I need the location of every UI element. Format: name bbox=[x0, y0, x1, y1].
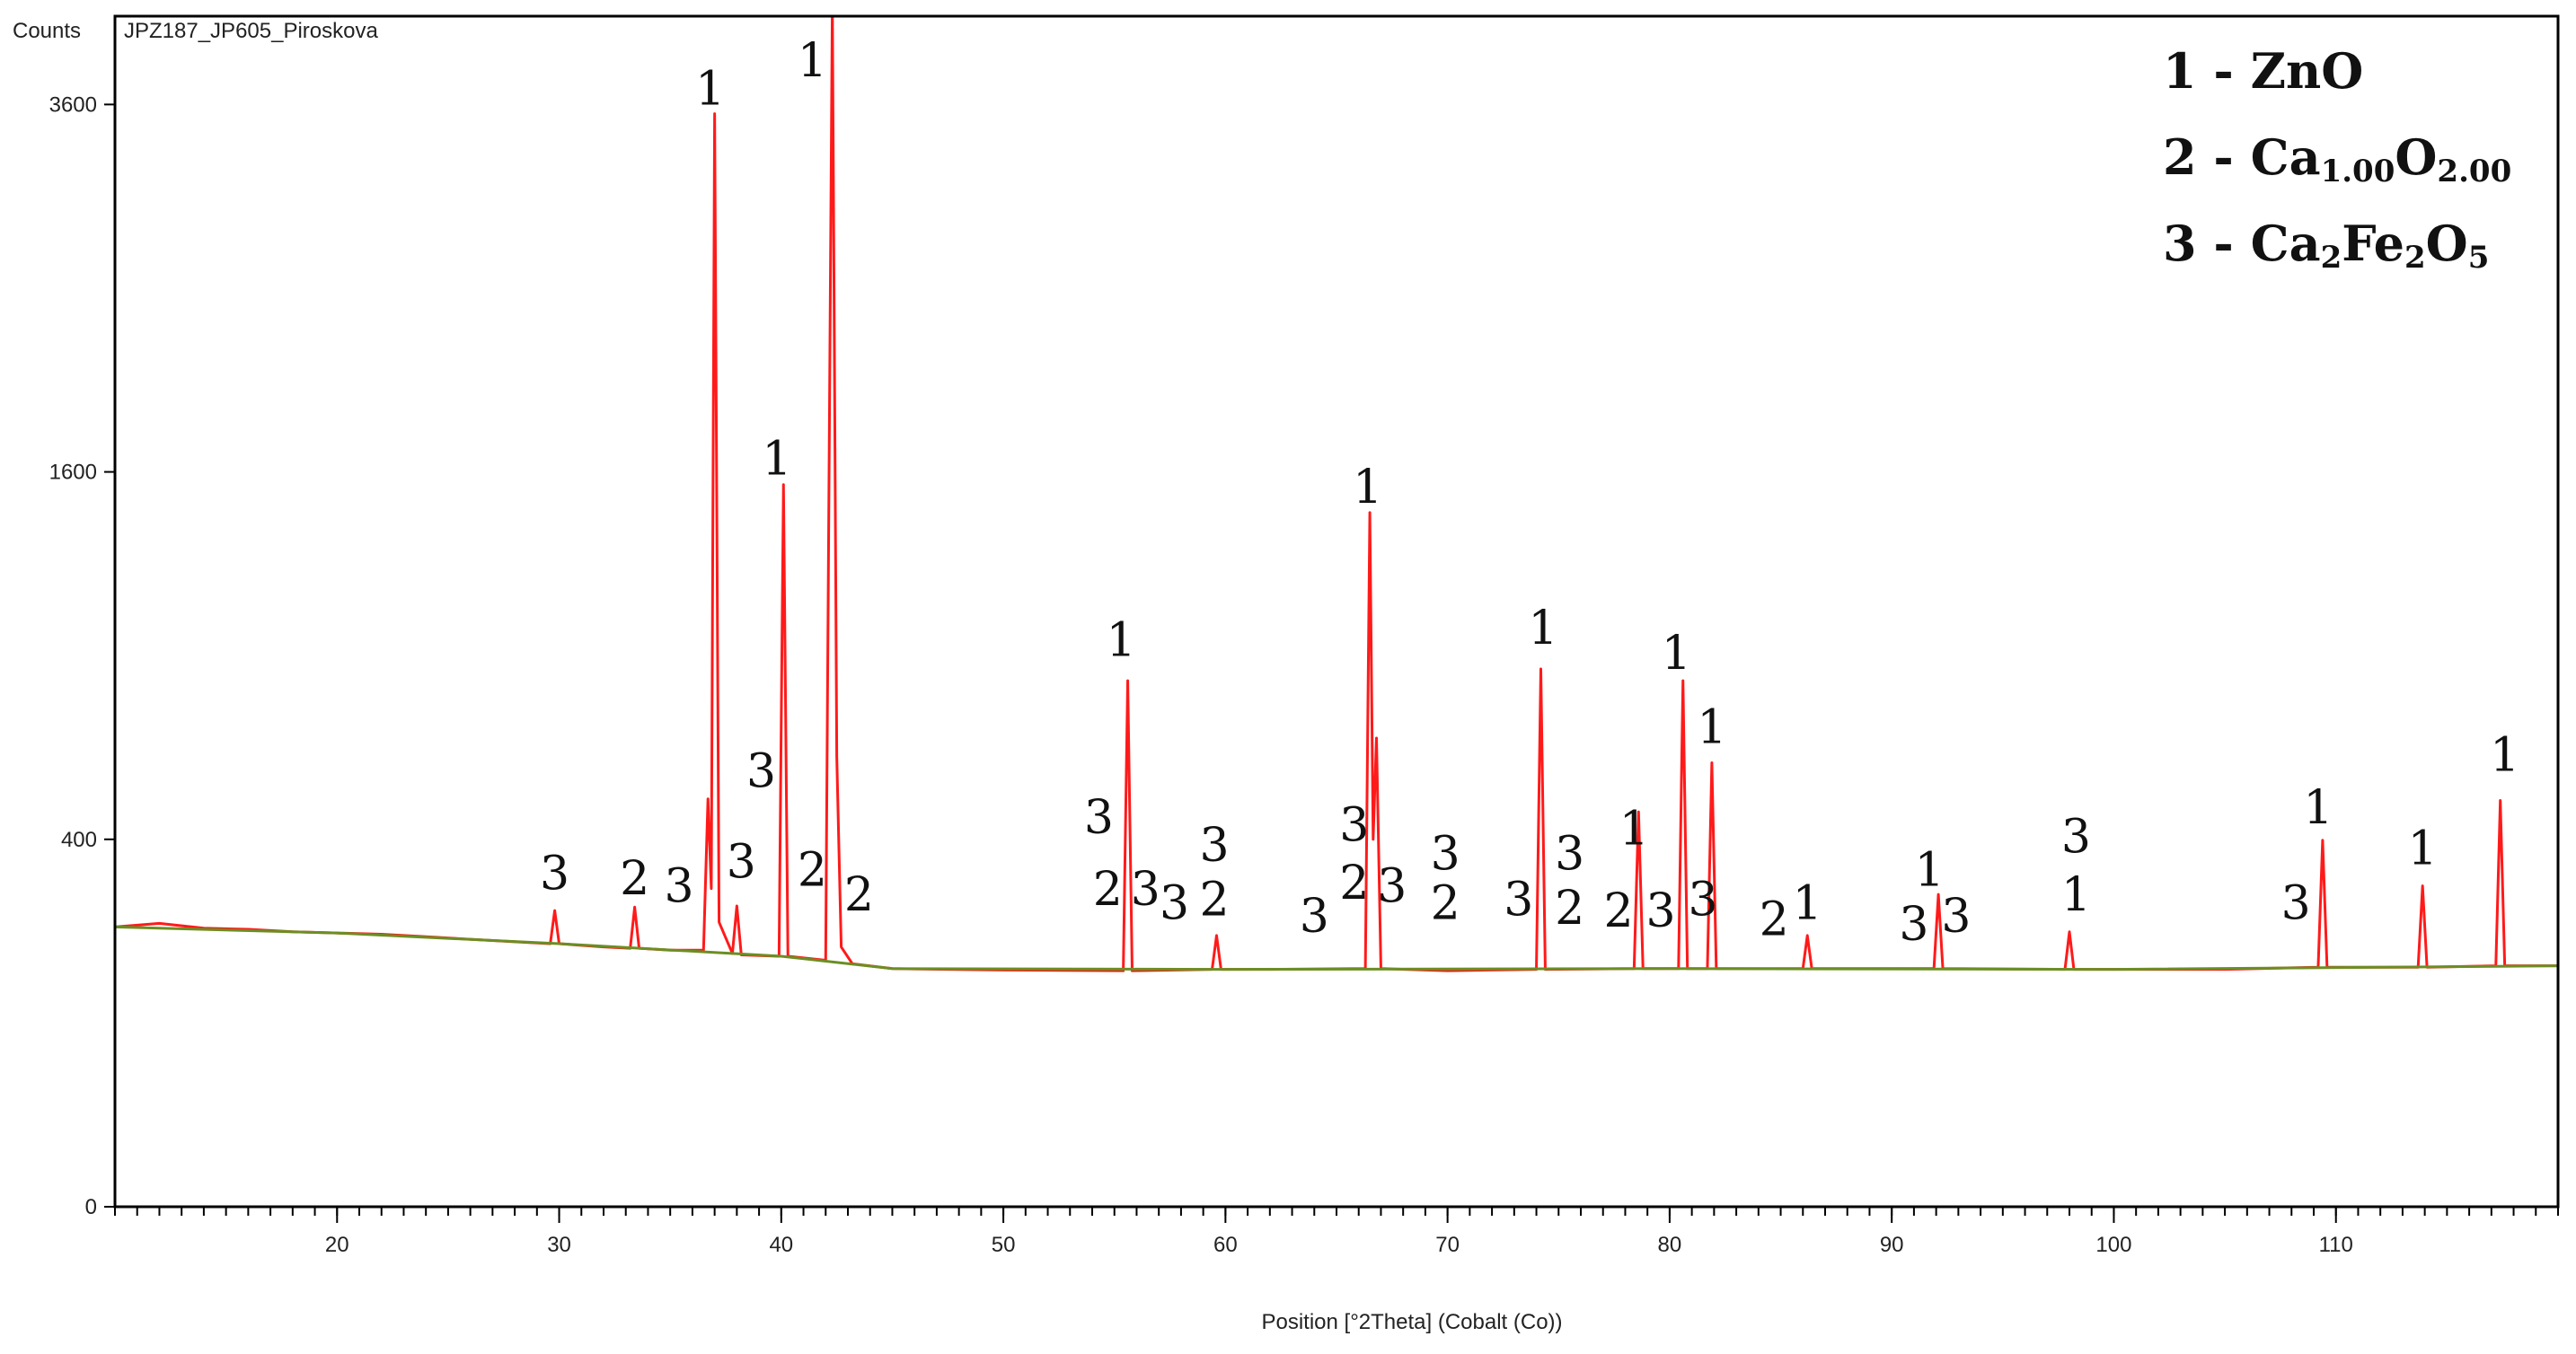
peak-label: 3 bbox=[1084, 791, 1114, 845]
peak-label: 2 bbox=[1603, 884, 1633, 938]
peak-label: 3 bbox=[1160, 876, 1189, 930]
legend-text: O bbox=[2426, 215, 2468, 272]
x-tick-label: 70 bbox=[1435, 1233, 1460, 1257]
peak-label: 3 bbox=[1339, 799, 1369, 853]
peak-label: 1 bbox=[798, 34, 827, 88]
peak-label: 1 bbox=[1697, 700, 1726, 754]
peak-label: 3 bbox=[1899, 898, 1928, 952]
peak-label: 1 bbox=[762, 433, 791, 487]
peak-label: 2 bbox=[620, 852, 649, 906]
legend-text: 3 - Ca bbox=[2163, 215, 2321, 272]
peak-label: 3 bbox=[1941, 890, 1971, 944]
peak-label: 3 bbox=[1504, 874, 1533, 928]
legend-subscript: 2 bbox=[2404, 240, 2426, 276]
peak-label: 3 bbox=[665, 860, 694, 914]
legend-subscript: 5 bbox=[2468, 240, 2490, 276]
x-tick-label: 60 bbox=[1213, 1233, 1238, 1257]
peak-label: 2 bbox=[1431, 876, 1460, 930]
x-tick-label: 100 bbox=[2095, 1233, 2131, 1257]
legend-subscript: 2 bbox=[2321, 240, 2342, 276]
peak-label: 3 bbox=[2281, 876, 2311, 930]
legend-subscript: 2.00 bbox=[2437, 154, 2511, 189]
peak-label: 2 bbox=[1760, 893, 1789, 947]
chart-title: JPZ187_JP605_Piroskova bbox=[124, 19, 378, 43]
peak-label: 2 bbox=[1555, 882, 1584, 936]
legend-text: 2 - Ca bbox=[2163, 128, 2321, 186]
peak-label: 3 bbox=[1688, 874, 1717, 928]
plot-frame bbox=[113, 14, 2560, 1209]
legend-subscript: 1.00 bbox=[2321, 154, 2395, 189]
peak-label: 1 bbox=[2408, 822, 2438, 876]
peak-label: 3 bbox=[1131, 863, 1160, 917]
x-tick-label: 40 bbox=[769, 1233, 793, 1257]
legend-entry: 2 - Ca1.00O2.00 bbox=[2163, 128, 2511, 189]
legend-text: O bbox=[2395, 128, 2437, 186]
peak-label: 1 bbox=[1619, 803, 1649, 857]
data-line bbox=[115, 925, 2558, 972]
peak-label: 3 bbox=[540, 847, 569, 901]
peak-label: 1 bbox=[1915, 843, 1945, 897]
x-tick-label: 30 bbox=[547, 1233, 571, 1257]
legend-entry: 3 - Ca2Fe2O5 bbox=[2163, 215, 2489, 276]
y-tick-label: 0 bbox=[85, 1195, 97, 1219]
peak-label: 3 bbox=[1377, 860, 1407, 914]
peak-label: 3 bbox=[1199, 819, 1229, 873]
peak-label: 1 bbox=[2061, 868, 2091, 922]
y-axis-label: Counts bbox=[13, 19, 81, 43]
peak-label: 3 bbox=[746, 745, 776, 799]
peak-label: 3 bbox=[1555, 827, 1584, 881]
peak-label: 1 bbox=[2303, 781, 2333, 835]
plot-area bbox=[115, 16, 2558, 972]
peak-label: 2 bbox=[1199, 874, 1229, 928]
peak-label: 1 bbox=[1793, 876, 1822, 930]
peak-label: 1 bbox=[1107, 613, 1136, 667]
peak-label: 2 bbox=[1339, 857, 1369, 910]
legend-text: Fe bbox=[2342, 215, 2404, 272]
x-tick-label: 50 bbox=[992, 1233, 1016, 1257]
peak-label: 3 bbox=[2061, 811, 2091, 865]
x-tick-label: 80 bbox=[1658, 1233, 1682, 1257]
peak-label: 1 bbox=[1662, 627, 1691, 681]
peak-label: 1 bbox=[2490, 728, 2519, 782]
x-tick-label: 110 bbox=[2319, 1233, 2353, 1257]
peak-label: 3 bbox=[1431, 827, 1460, 881]
legend-text: 1 - ZnO bbox=[2163, 42, 2363, 100]
y-tick-label: 1600 bbox=[49, 461, 97, 485]
y-tick-label: 400 bbox=[61, 828, 97, 852]
peak-label: 3 bbox=[1645, 884, 1675, 938]
peak-label: 2 bbox=[844, 868, 874, 922]
y-tick-label: 3600 bbox=[49, 92, 97, 117]
peak-label: 3 bbox=[727, 836, 756, 890]
peak-label: 2 bbox=[798, 843, 827, 897]
legend-entry: 1 - ZnO bbox=[2163, 42, 2363, 100]
peak-label: 2 bbox=[1093, 863, 1123, 917]
peak-label: 1 bbox=[1528, 602, 1557, 655]
peak-label: 1 bbox=[1353, 461, 1382, 514]
peak-label: 3 bbox=[1300, 890, 1329, 944]
x-axis-label: Position [°2Theta] (Cobalt (Co)) bbox=[1261, 1310, 1562, 1334]
peak-label: 1 bbox=[695, 62, 725, 116]
x-tick-label: 20 bbox=[325, 1233, 349, 1257]
x-tick-label: 90 bbox=[1880, 1233, 1904, 1257]
